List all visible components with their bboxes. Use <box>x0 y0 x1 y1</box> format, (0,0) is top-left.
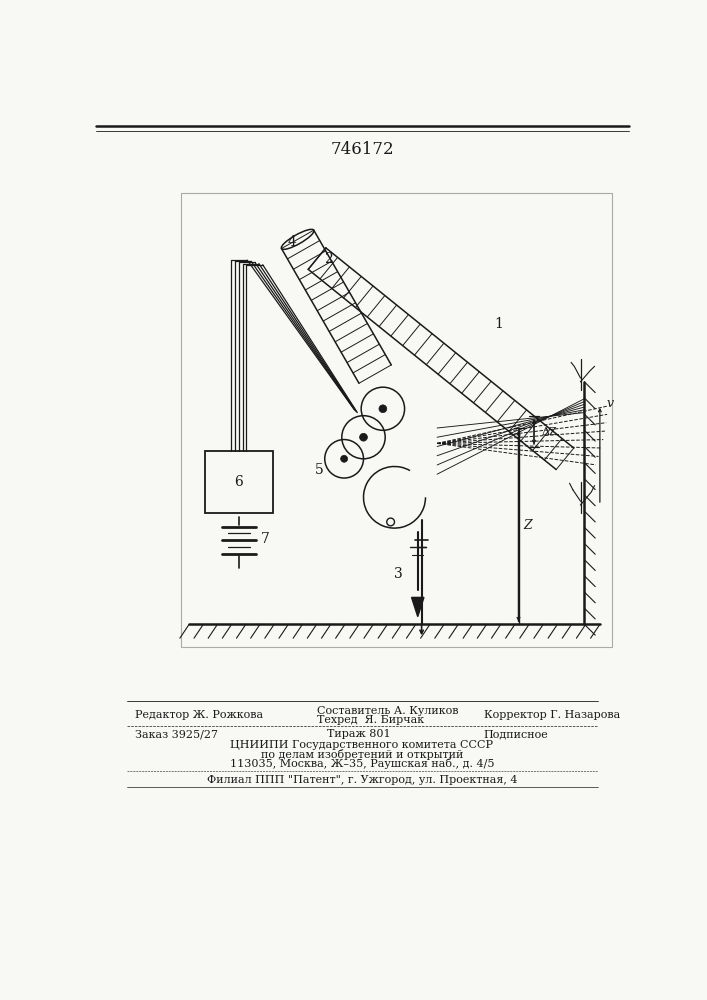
Text: ΔZ: ΔZ <box>542 427 557 437</box>
Text: 2: 2 <box>325 252 333 266</box>
Text: Редактор Ж. Рожкова: Редактор Ж. Рожкова <box>135 710 263 720</box>
Text: Z: Z <box>523 519 532 532</box>
Circle shape <box>341 455 348 462</box>
Bar <box>204 451 273 513</box>
Text: Заказ 3925/27: Заказ 3925/27 <box>135 729 218 739</box>
Text: Корректор Г. Назарова: Корректор Г. Назарова <box>484 710 620 720</box>
Polygon shape <box>411 597 424 617</box>
Text: 7: 7 <box>260 532 269 546</box>
Text: по делам изобретений и открытий: по делам изобретений и открытий <box>261 749 463 760</box>
Text: 746172: 746172 <box>330 141 394 158</box>
Text: 1: 1 <box>495 317 503 331</box>
Text: 113035, Москва, Ж–35, Раушская наб., д. 4/5: 113035, Москва, Ж–35, Раушская наб., д. … <box>230 758 494 769</box>
Circle shape <box>379 405 387 413</box>
Text: 3: 3 <box>394 567 403 581</box>
Text: Тираж 801: Тираж 801 <box>327 729 391 739</box>
Text: 4: 4 <box>288 235 297 249</box>
Text: Составитель А. Куликов: Составитель А. Куликов <box>317 706 459 716</box>
Text: ЦНИИПИ Государственного комитета СССР: ЦНИИПИ Государственного комитета СССР <box>230 740 493 750</box>
Text: Техред  Я. Бирчак: Техред Я. Бирчак <box>317 715 424 725</box>
Text: Подписное: Подписное <box>484 729 549 739</box>
Text: v: v <box>606 397 613 410</box>
Text: 5: 5 <box>315 463 324 477</box>
Bar <box>182 193 612 647</box>
Text: 6: 6 <box>234 475 243 489</box>
Text: Филиал ППП "Патент", г. Ужгород, ул. Проектная, 4: Филиал ППП "Патент", г. Ужгород, ул. Про… <box>206 775 518 785</box>
Circle shape <box>360 433 368 441</box>
